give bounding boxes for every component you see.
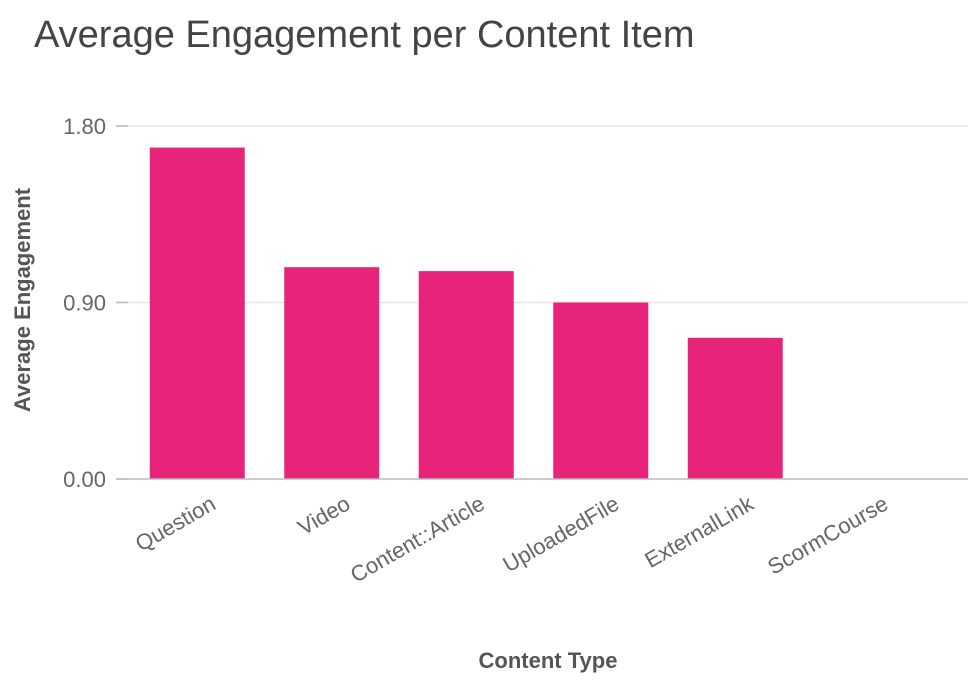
- y-axis-title: Average Engagement: [10, 187, 35, 412]
- x-tick-label: Content::Article: [346, 491, 489, 588]
- bars: [149, 147, 783, 480]
- bar-uploadedfile[interactable]: [553, 302, 649, 480]
- x-axis-title: Content Type: [479, 648, 618, 673]
- bar-video[interactable]: [284, 267, 380, 479]
- bar-content-article[interactable]: [418, 271, 514, 479]
- y-tick-label: 1.80: [63, 114, 106, 139]
- bar-externallink[interactable]: [687, 337, 783, 479]
- x-tick-label: ExternalLink: [640, 490, 758, 573]
- y-tick-label: 0.00: [63, 467, 106, 492]
- axes: [116, 125, 968, 480]
- bar-question[interactable]: [149, 147, 245, 480]
- x-tick-label: UploadedFile: [498, 491, 623, 577]
- gridlines: [116, 125, 968, 304]
- y-tick-label: 0.90: [63, 291, 106, 316]
- x-tick-label: ScormCourse: [763, 491, 892, 580]
- x-tick-label: Question: [131, 491, 220, 557]
- chart-title: Average Engagement per Content Item: [34, 14, 695, 56]
- x-tick-label: Video: [293, 491, 354, 541]
- y-tick-labels: 0.00 0.90 1.80: [63, 114, 106, 492]
